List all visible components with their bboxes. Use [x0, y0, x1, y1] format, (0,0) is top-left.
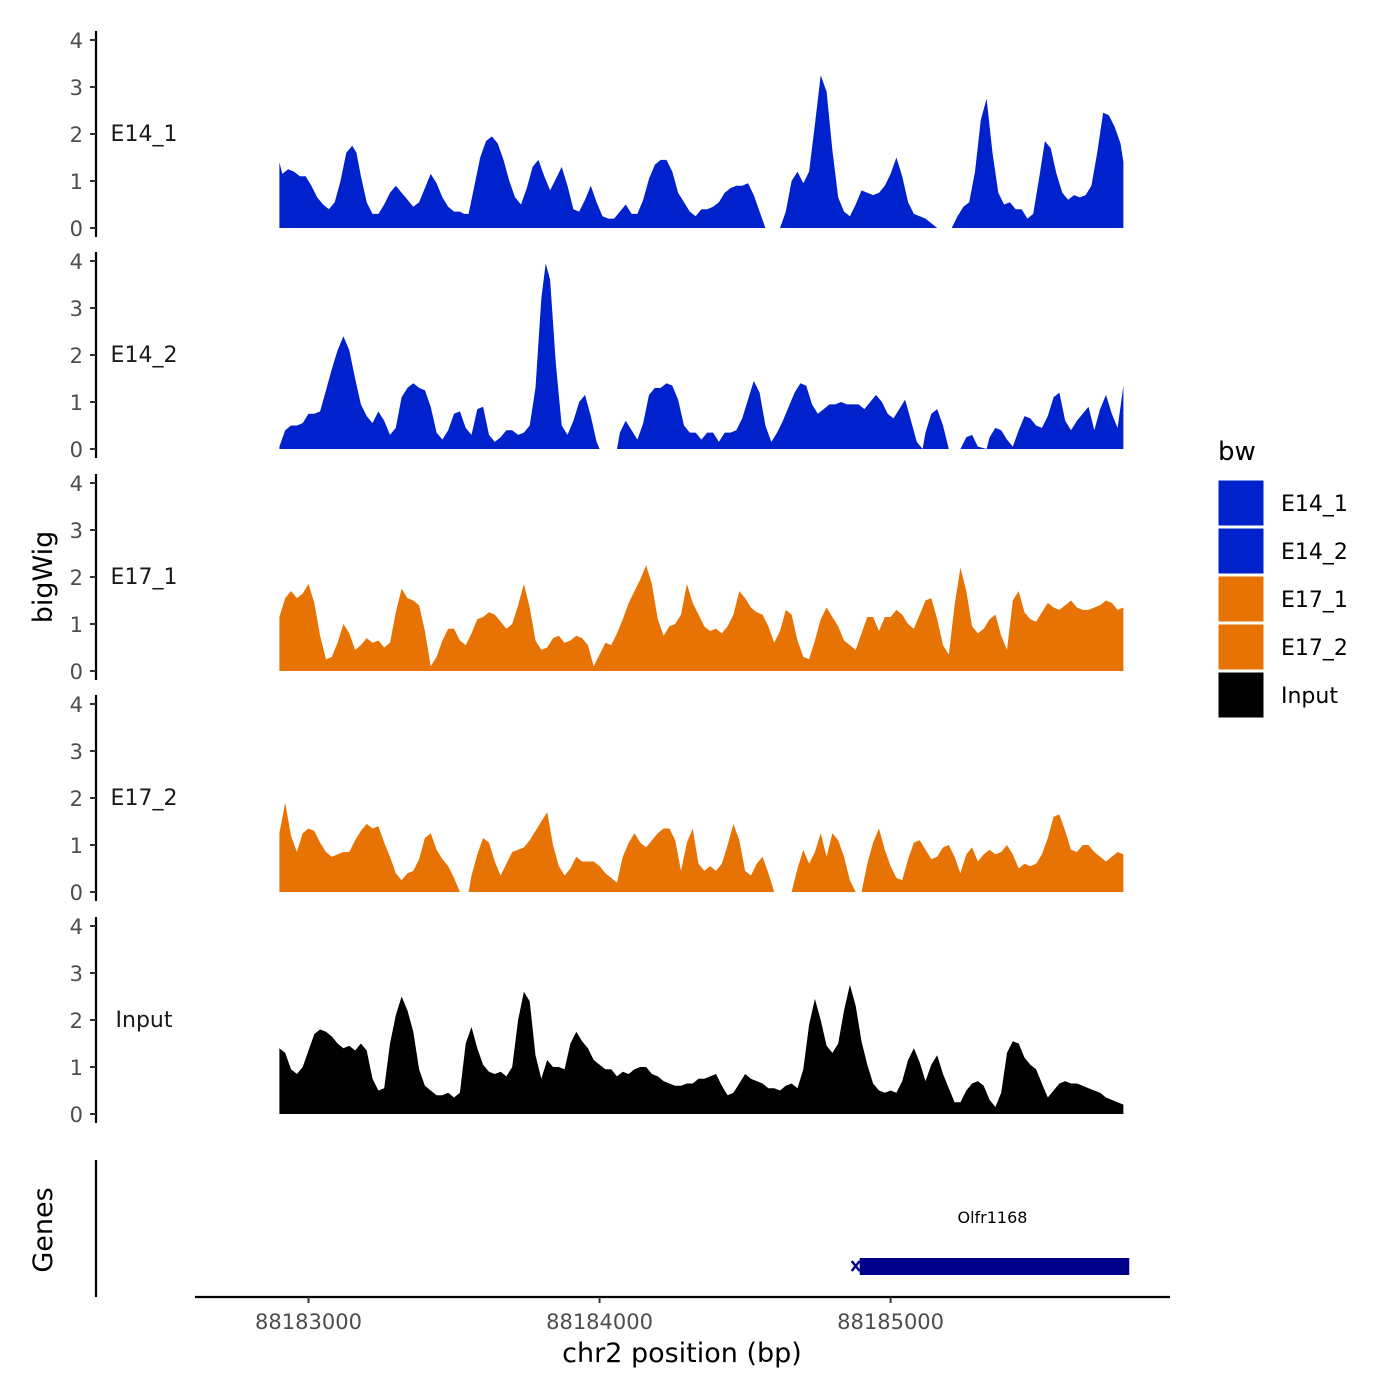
track-e17-1: 0 1 2 3 4 E17_1	[70, 472, 1124, 684]
track-label: Input	[116, 1008, 173, 1033]
legend: bw E14_1 E14_2 E17_1 E17_2 Input	[1217, 437, 1348, 719]
y-tick-label: 3	[70, 519, 83, 543]
legend-label: E17_2	[1281, 636, 1348, 661]
track-label: E17_1	[111, 565, 178, 590]
legend-item-input: Input	[1217, 671, 1338, 719]
legend-item-e14-1: E14_1	[1217, 479, 1348, 527]
legend-item-e17-1: E17_1	[1217, 575, 1348, 623]
y-tick-label: 1	[70, 170, 83, 194]
track-label: E14_1	[111, 122, 178, 147]
y-tick-label: 3	[70, 962, 83, 986]
track-e14-2: 0 1 2 3 4 E14_2	[70, 250, 1124, 462]
y-tick-label: 2	[70, 123, 83, 147]
track-input: 0 1 2 3 4 Input	[70, 915, 1124, 1127]
genes-panel: Genes Olfr1168	[28, 1160, 1130, 1297]
legend-label: E17_1	[1281, 588, 1348, 613]
gene-label: Olfr1168	[957, 1208, 1027, 1227]
signal-area-e17-1	[279, 565, 1124, 671]
y-tick-label: 0	[70, 881, 83, 905]
y-tick-label: 4	[70, 693, 83, 717]
gene-olfr1168: Olfr1168	[850, 1208, 1130, 1275]
y-tick-label: 1	[70, 1056, 83, 1080]
signal-area-e17-2	[279, 802, 1124, 892]
y-tick-label: 0	[70, 438, 83, 462]
track-label: E14_2	[111, 343, 178, 368]
y-tick-label: 4	[70, 472, 83, 496]
x-tick-label: 88183000	[255, 1310, 362, 1334]
y-tick-label: 0	[70, 1103, 83, 1127]
signal-area-e14-1	[279, 75, 1124, 228]
x-tick-label: 88184000	[546, 1310, 653, 1334]
signal-area-input	[279, 984, 1124, 1114]
y-tick-label: 2	[70, 1009, 83, 1033]
legend-swatch	[1217, 479, 1265, 527]
y-tick-label: 3	[70, 740, 83, 764]
y-tick-label: 4	[70, 915, 83, 939]
y-tick-label: 1	[70, 834, 83, 858]
legend-swatch	[1217, 527, 1265, 575]
y-axis-title: bigWig	[28, 531, 59, 624]
y-tick-label: 0	[70, 217, 83, 241]
legend-item-e17-2: E17_2	[1217, 623, 1348, 671]
gene-marks: Olfr1168	[850, 1208, 1130, 1275]
legend-item-e14-2: E14_2	[1217, 527, 1348, 575]
legend-title: bw	[1218, 437, 1256, 467]
legend-swatch	[1217, 671, 1265, 719]
legend-label: Input	[1281, 684, 1338, 709]
y-tick-label: 0	[70, 660, 83, 684]
gene-strand-marker	[850, 1260, 861, 1272]
legend-label: E14_2	[1281, 540, 1348, 565]
x-axis-title: chr2 position (bp)	[562, 1338, 802, 1369]
x-axis: 88183000 88184000 88185000	[195, 1295, 1170, 1334]
y-tick-label: 3	[70, 76, 83, 100]
track-e14-1: 0 1 2 3 4 E14_1	[70, 29, 1124, 241]
signal-tracks: 0 1 2 3 4 E14_1 0 1 2 3 4 E14_2 0 1 2 3 4 E17_1 0 1 2 3 4 E17_2…	[70, 29, 1124, 1127]
y-tick-label: 2	[70, 344, 83, 368]
y-tick-label: 2	[70, 787, 83, 811]
signal-area-e14-2	[279, 263, 1124, 449]
legend-swatch	[1217, 575, 1265, 623]
x-tick-label: 88185000	[837, 1310, 944, 1334]
genes-axis-title: Genes	[28, 1187, 59, 1272]
gene-body	[859, 1258, 1130, 1275]
y-tick-label: 4	[70, 29, 83, 53]
legend-label: E14_1	[1281, 492, 1348, 517]
track-e17-2: 0 1 2 3 4 E17_2	[70, 693, 1124, 905]
y-tick-label: 4	[70, 250, 83, 274]
y-tick-label: 3	[70, 297, 83, 321]
y-tick-label: 1	[70, 391, 83, 415]
y-tick-label: 2	[70, 566, 83, 590]
track-label: E17_2	[111, 786, 178, 811]
y-tick-label: 1	[70, 613, 83, 637]
legend-swatch	[1217, 623, 1265, 671]
